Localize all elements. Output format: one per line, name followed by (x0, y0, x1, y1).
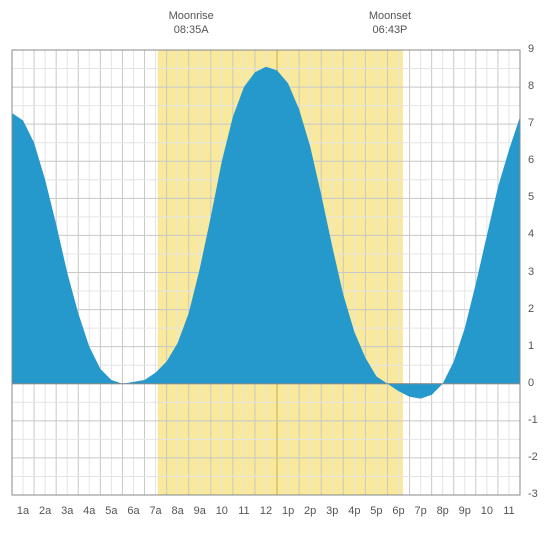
y-tick-label: 8 (528, 80, 534, 92)
x-tick-label: 6a (123, 505, 143, 517)
x-tick-label: 9p (455, 505, 475, 517)
x-tick-label: 5p (366, 505, 386, 517)
y-tick-label: 1 (528, 340, 534, 352)
tide-chart-container: Moonrise 08:35A Moonset 06:43P 1a2a3a4a5… (0, 0, 550, 550)
y-tick-label: 3 (528, 266, 534, 278)
x-tick-label: 3a (57, 505, 77, 517)
y-tick-label: 7 (528, 117, 534, 129)
y-tick-label: 9 (528, 43, 534, 55)
x-tick-label: 12 (256, 505, 276, 517)
moonrise-title: Moonrise (164, 10, 219, 22)
y-tick-label: 2 (528, 303, 534, 315)
tide-chart (0, 0, 550, 550)
x-tick-label: 7p (411, 505, 431, 517)
x-tick-label: 4a (79, 505, 99, 517)
x-tick-label: 11 (234, 505, 254, 517)
y-tick-label: -2 (528, 451, 538, 463)
x-tick-label: 8a (168, 505, 188, 517)
x-tick-label: 1a (13, 505, 33, 517)
x-tick-label: 6p (389, 505, 409, 517)
x-tick-label: 8p (433, 505, 453, 517)
x-tick-label: 4p (344, 505, 364, 517)
y-tick-label: 4 (528, 228, 534, 240)
y-tick-label: 0 (528, 377, 534, 389)
moonrise-time: 08:35A (164, 24, 219, 36)
x-tick-label: 10 (477, 505, 497, 517)
moonset-time: 06:43P (362, 24, 417, 36)
x-tick-label: 10 (212, 505, 232, 517)
x-tick-label: 2p (300, 505, 320, 517)
x-tick-label: 9a (190, 505, 210, 517)
moonset-title: Moonset (362, 10, 417, 22)
y-tick-label: -3 (528, 488, 538, 500)
x-tick-label: 7a (146, 505, 166, 517)
x-tick-label: 3p (322, 505, 342, 517)
x-tick-label: 5a (101, 505, 121, 517)
x-tick-label: 1p (278, 505, 298, 517)
x-tick-label: 2a (35, 505, 55, 517)
y-tick-label: -1 (528, 414, 538, 426)
y-tick-label: 6 (528, 154, 534, 166)
y-tick-label: 5 (528, 191, 534, 203)
x-tick-label: 11 (499, 505, 519, 517)
